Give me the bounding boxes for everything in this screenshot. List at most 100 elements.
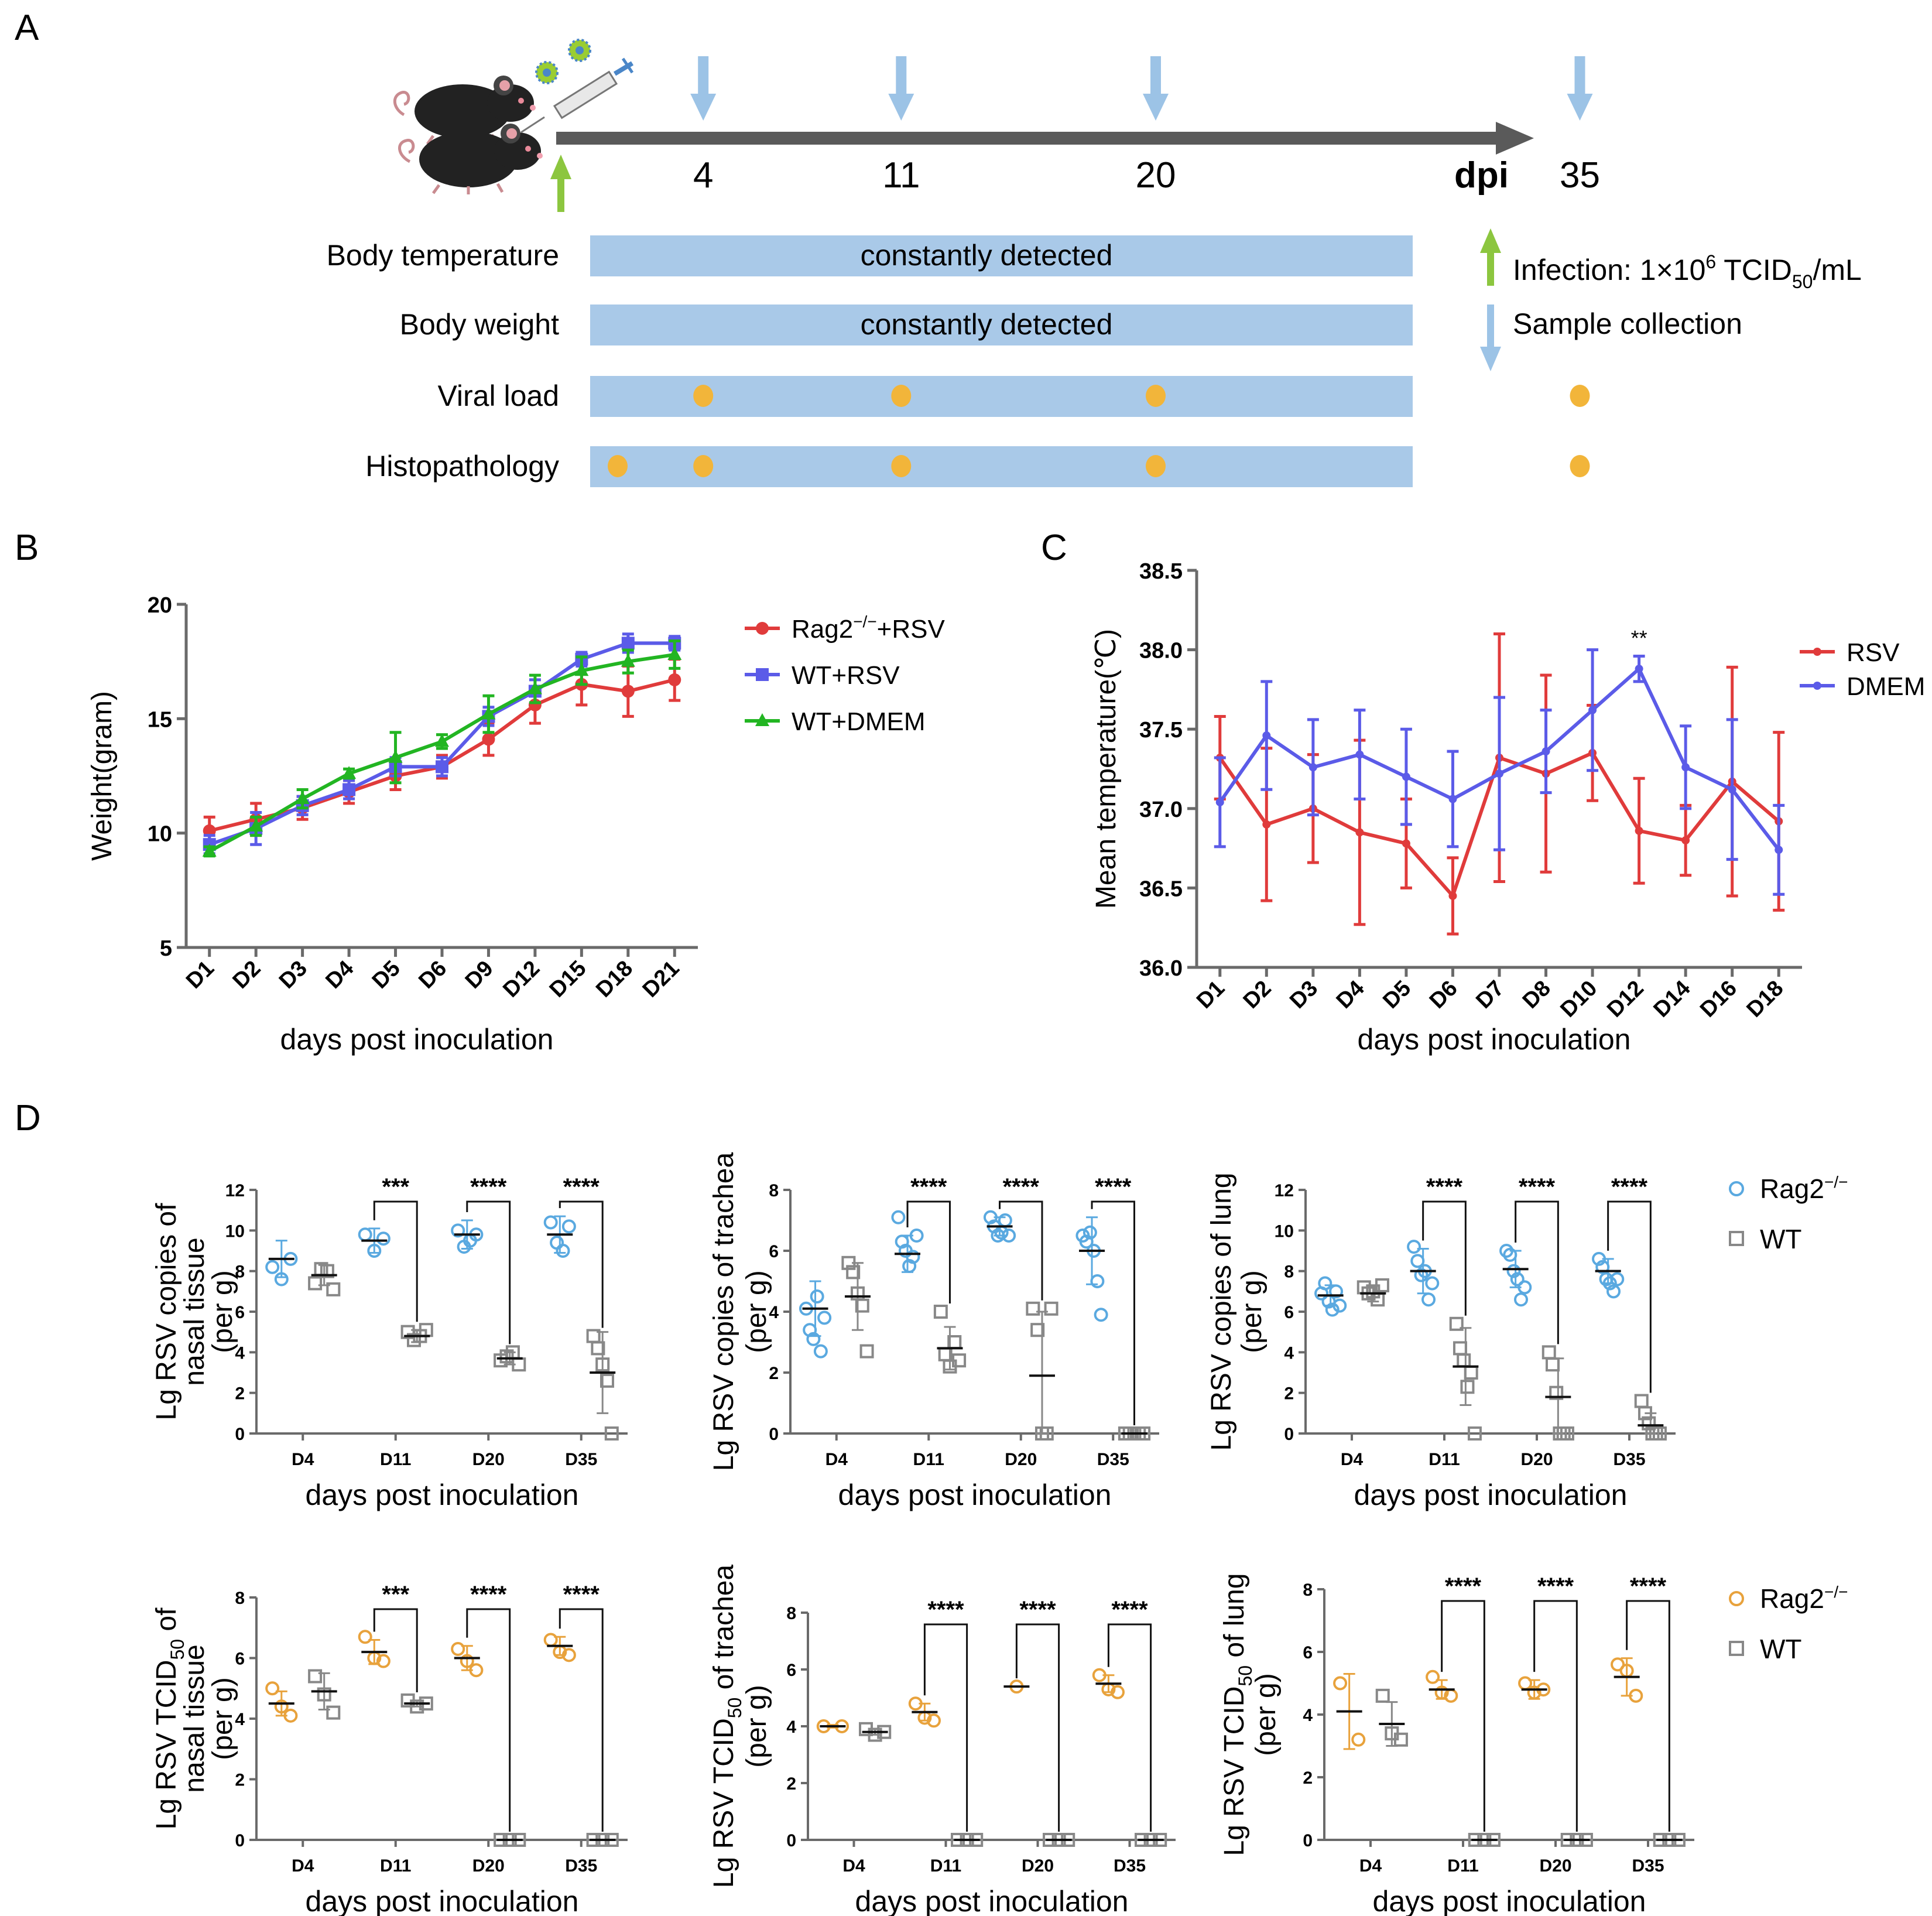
x-tick-label: D15 <box>545 956 591 1003</box>
significance-label: **** <box>1445 1573 1482 1599</box>
infection-legend-prefix: Infection: 1×10 <box>1513 254 1705 286</box>
y-tick-label: 2 <box>1303 1768 1313 1788</box>
legend-label: WT <box>1760 1634 1802 1664</box>
panel-label-d: D <box>15 1098 41 1138</box>
sample-arrow-icon <box>690 56 717 121</box>
y-tick-label: 8 <box>235 1262 245 1282</box>
x-tick-label: D4 <box>1332 976 1369 1014</box>
significance-label: **** <box>1095 1174 1132 1200</box>
x-tick-label: D3 <box>1285 976 1323 1014</box>
x-tick-label: D8 <box>1518 976 1556 1014</box>
y-tick-label: 15 <box>148 707 172 732</box>
y-label-sub: 50 <box>724 1698 745 1719</box>
y-tick-label: 2 <box>786 1774 796 1794</box>
data-point <box>1083 1225 1097 1240</box>
timeline-arrow-head <box>1496 122 1534 155</box>
data-point <box>1542 747 1550 756</box>
sample-dot <box>1570 455 1590 477</box>
x-tick-label: D11 <box>913 1450 944 1469</box>
data-point <box>1393 1732 1408 1747</box>
significance-bracket <box>1091 1200 1135 1425</box>
data-point <box>388 750 403 763</box>
y-tick-label: 6 <box>235 1303 245 1322</box>
legend-label: Rag2−/− <box>1760 1583 1848 1614</box>
data-point <box>481 706 496 720</box>
timeline-row-text: constantly detected <box>861 239 1113 272</box>
legend-label: Rag2−/−+RSV <box>792 613 945 644</box>
legend-name: Rag2 <box>1760 1583 1824 1614</box>
data-point <box>574 663 589 676</box>
significance-label: **** <box>470 1582 507 1607</box>
y-label-text: (per g) <box>1251 1673 1282 1756</box>
data-point <box>1355 750 1364 759</box>
y-tick-label: 2 <box>769 1364 779 1383</box>
legend-name: WT <box>792 707 831 736</box>
data-point <box>1606 1284 1621 1299</box>
x-tick-label: D3 <box>275 956 312 994</box>
panel-c-temperature-chart: 36.0 36.5 37.0 37.5 38.0 38.5 D1 D2 D3 D4 D5 D6 D7 D8… <box>1091 559 1925 1056</box>
x-tick-label: D11 <box>1447 1856 1478 1876</box>
data-point <box>1635 665 1643 673</box>
x-tick-label: D6 <box>1425 976 1462 1014</box>
infection-arrow-icon <box>550 155 571 212</box>
data-point <box>1518 1676 1533 1691</box>
virus-icon <box>568 39 591 62</box>
legend-sup: −/− <box>1824 1583 1848 1601</box>
y-tick-label: 4 <box>235 1710 245 1729</box>
significance-label: **** <box>1611 1174 1648 1200</box>
y-axis-label: Weight(gram) <box>87 691 118 861</box>
panel-label-c: C <box>1041 528 1067 568</box>
data-point <box>1448 795 1457 803</box>
x-tick-label: D35 <box>1114 1856 1146 1876</box>
data-point <box>1728 785 1736 794</box>
sample-dot <box>608 455 628 477</box>
data-point <box>998 1213 1012 1227</box>
data-point <box>1426 1669 1440 1684</box>
y-tick-label: 0 <box>235 1831 245 1850</box>
legend-name: WT <box>792 661 831 690</box>
legend-suffix: +RSV <box>831 661 900 690</box>
data-point <box>621 637 635 650</box>
y-tick-label: 20 <box>148 593 172 618</box>
significance-label: **** <box>1537 1573 1574 1599</box>
y-label-text: nasal tissue <box>179 1644 210 1792</box>
significance-bracket <box>1626 1600 1670 1832</box>
y-tick-label: 4 <box>1303 1706 1313 1725</box>
timeline-row-label: Body weight <box>400 308 559 341</box>
timeline-row-bar <box>590 235 1413 276</box>
legend-label: RSV <box>1847 638 1900 667</box>
y-axis-label: (per g) <box>1236 1270 1268 1353</box>
data-point <box>1514 1292 1529 1307</box>
panel-label-a: A <box>15 8 39 48</box>
data-point <box>358 1227 372 1242</box>
data-point <box>1467 1426 1482 1441</box>
data-point <box>265 1260 280 1274</box>
x-tick-label: D20 <box>1520 1450 1553 1469</box>
data-point <box>1542 1345 1556 1360</box>
timeline-row-label: Body temperature <box>327 239 559 272</box>
y-tick-label: 4 <box>786 1717 796 1737</box>
sample-arrow-icon <box>1143 56 1169 121</box>
data-point <box>1510 1272 1525 1287</box>
x-tick-label: D21 <box>638 956 684 1003</box>
data-point <box>1495 769 1503 778</box>
x-tick-label: D11 <box>380 1856 411 1876</box>
sample-dot <box>693 455 714 477</box>
y-tick-label: 36.0 <box>1139 956 1183 981</box>
data-point <box>621 654 635 667</box>
data-point <box>543 1633 558 1647</box>
sample-arrow-icon <box>1567 56 1593 121</box>
x-tick-label: D5 <box>1378 976 1416 1014</box>
x-tick-label: D4 <box>842 1856 865 1876</box>
y-axis-label: Lg RSV copies of <box>151 1203 182 1421</box>
significance-label: **** <box>1630 1573 1667 1599</box>
x-tick-label: D4 <box>1341 1450 1364 1469</box>
y-tick-label: 10 <box>148 822 172 847</box>
data-point <box>1262 820 1271 829</box>
legend-marker <box>1813 682 1821 690</box>
data-point <box>1044 1301 1059 1316</box>
x-tick-label: D6 <box>414 956 451 994</box>
legend-marker <box>1729 1181 1744 1196</box>
data-point <box>1425 1276 1440 1291</box>
y-label-sub: 50 <box>1235 1665 1256 1686</box>
